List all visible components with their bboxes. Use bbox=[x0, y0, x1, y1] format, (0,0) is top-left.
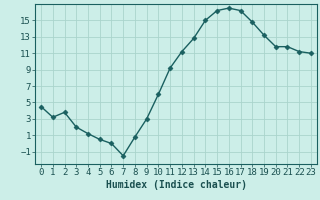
X-axis label: Humidex (Indice chaleur): Humidex (Indice chaleur) bbox=[106, 180, 246, 190]
